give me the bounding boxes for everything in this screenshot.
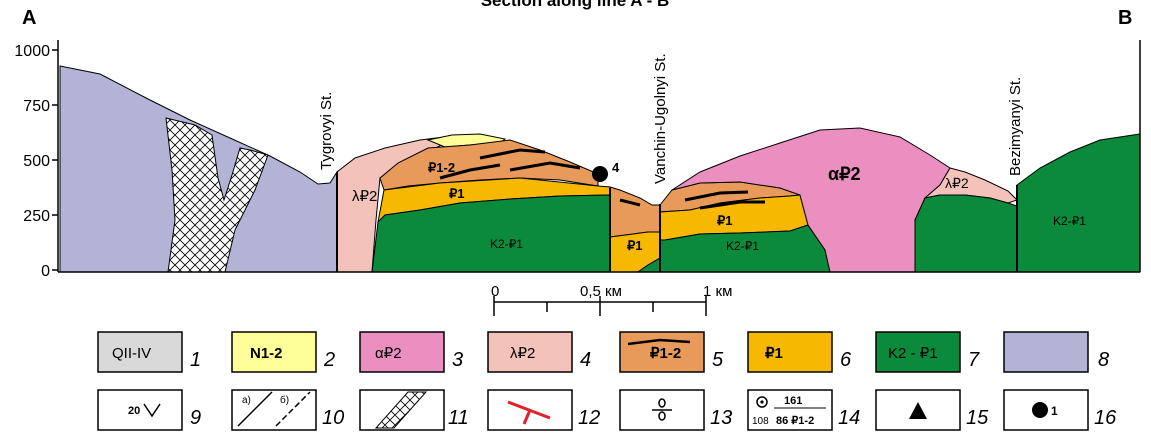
- legend-num-9: 9: [190, 407, 201, 429]
- legend-text-10b: б): [280, 394, 289, 406]
- stream-label-bezimyanyi: Bezimyanyi St.: [1007, 77, 1024, 176]
- legend-num-2: 2: [323, 349, 335, 371]
- end-label-b: B: [1118, 7, 1132, 29]
- legend: QII-IV 1 N1-2 2 α₽2 3 λ₽2 4 ₽1-2 5 ₽1 6 …: [97, 331, 1117, 431]
- legend-swatch-9: [97, 389, 183, 431]
- legend-swatch-8: [1003, 331, 1089, 373]
- y-tick-label: 250: [23, 208, 50, 225]
- legend-text-10a: а): [242, 395, 251, 406]
- scale-tick-label: 0,5 км: [580, 283, 622, 300]
- legend-text-2: N1-2: [250, 345, 283, 362]
- coal-seams: [439, 148, 765, 210]
- unit-label: ₽1: [717, 213, 733, 228]
- unit-label: λ₽2: [945, 175, 969, 191]
- stream-label-tygrovyi: Tygrovyi St.: [318, 92, 335, 170]
- red-strike-icon: [507, 400, 551, 425]
- point-icon: [1032, 402, 1048, 418]
- fossil-icon: [652, 398, 672, 421]
- legend-text-5: ₽1-2: [650, 345, 681, 362]
- legend-num-14: 14: [838, 407, 860, 429]
- legend-num-3: 3: [452, 349, 463, 371]
- legend-text-7: K2 - ₽1: [888, 345, 938, 362]
- legend-text-4: λ₽2: [510, 345, 535, 362]
- scale-tick-label: 1 км: [703, 283, 732, 300]
- legend-swatch-10: [231, 389, 317, 431]
- sample-icon: [756, 396, 768, 408]
- unit-label: α₽2: [828, 164, 861, 184]
- scale-tick-label: 0: [491, 283, 499, 300]
- legend-text-1: QII-IV: [112, 345, 151, 362]
- legend-num-15: 15: [966, 407, 989, 429]
- unit-5-valley: [609, 186, 661, 238]
- legend-swatch-2: [231, 331, 317, 373]
- legend-num-1: 1: [190, 349, 201, 371]
- y-tick-label: 1000: [14, 43, 50, 60]
- legend-num-13: 13: [710, 407, 732, 429]
- legend-num-4: 4: [580, 349, 591, 371]
- unit-label: ₽1-2: [428, 160, 455, 175]
- fault-lines: [336, 172, 1018, 272]
- y-tick-label: 500: [23, 153, 50, 170]
- observation-point-label: 4: [612, 160, 620, 175]
- y-axis: 1000 750 500 250 0: [14, 40, 59, 280]
- legend-swatch-3: [359, 331, 445, 373]
- unit-label: K2-₽1: [1053, 214, 1086, 228]
- legend-text-6: ₽1: [765, 345, 783, 362]
- legend-swatch-7: [875, 331, 961, 373]
- dip-strike-icon: [143, 403, 161, 418]
- legend-swatch-1: [97, 331, 183, 373]
- cross-section: [58, 40, 1141, 273]
- unit-label: ₽1: [627, 238, 643, 253]
- legend-swatch-5: [619, 331, 705, 373]
- unit-label: K2-₽1: [726, 239, 759, 253]
- triangle-icon: [909, 402, 927, 419]
- legend-swatch-6: [747, 331, 833, 373]
- y-tick-label: 0: [41, 263, 50, 280]
- y-tick-label: 750: [23, 98, 50, 115]
- legend-num-10: 10: [322, 407, 344, 429]
- unit-7-far-right: [1016, 133, 1141, 273]
- unit-11-dyke: [165, 117, 269, 273]
- legend-text-16: 1: [1051, 404, 1058, 418]
- legend-text-14-top: 161: [784, 395, 802, 407]
- scale-bar: [493, 296, 707, 316]
- unit-label: ₽1: [449, 186, 465, 201]
- unit-label: λ₽2: [352, 188, 377, 205]
- legend-num-7: 7: [968, 349, 980, 371]
- unit-7-mid-right: [914, 194, 1018, 273]
- legend-text-9: 20: [128, 405, 140, 417]
- legend-num-16: 16: [1094, 407, 1117, 429]
- legend-text-14-bottom: 86 ₽1-2: [776, 415, 814, 427]
- legend-num-5: 5: [712, 349, 724, 371]
- legend-text-14-left: 108: [752, 416, 769, 427]
- legend-swatch-4: [487, 331, 573, 373]
- figure-title: Section along line A - B: [481, 0, 670, 10]
- stream-label-vanchin: Vanchin-Ugolnyi St.: [652, 53, 669, 184]
- legend-num-6: 6: [840, 349, 852, 371]
- legend-num-12: 12: [578, 407, 600, 429]
- legend-num-11: 11: [448, 407, 469, 429]
- unit-label: K2-₽1: [490, 237, 523, 251]
- legend-text-3: α₽2: [375, 345, 402, 362]
- end-label-a: A: [22, 7, 36, 29]
- observation-point-marker: [592, 166, 608, 182]
- legend-num-8: 8: [1098, 349, 1109, 371]
